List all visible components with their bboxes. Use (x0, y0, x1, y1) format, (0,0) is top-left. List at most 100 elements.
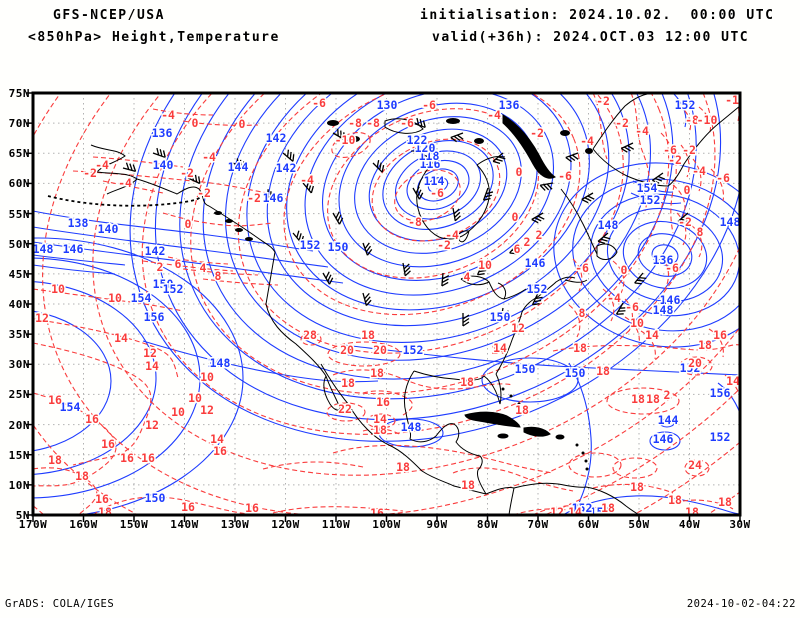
lat-tick-label: 35N (8, 328, 30, 342)
temperature-contour-label: -8 (366, 116, 380, 130)
temperature-contour-label: 18 (668, 493, 682, 507)
temperature-contour-label: 0 (516, 165, 523, 179)
temperature-contour-label: -4 (692, 164, 706, 178)
temperature-contour-label: 0 (192, 116, 199, 130)
height-contour-label: 152 (640, 193, 661, 207)
temperature-contour-label: -8 (408, 215, 422, 229)
height-contour-label: 148 (598, 218, 619, 232)
lon-tick-label: 80W (476, 518, 499, 531)
lon-tick-label: 60W (577, 518, 600, 531)
wind-barb (292, 230, 305, 244)
wind-barb (620, 142, 635, 153)
wind-barb (441, 272, 450, 287)
hudson-bay (410, 150, 506, 243)
height-contour-label: 148 (720, 215, 741, 229)
lon-tick-label: 130W (220, 518, 250, 531)
temperature-contour-label: 10 (200, 370, 214, 384)
temperature-contour-label: -4 (300, 173, 314, 187)
temperature-contour-label: 18 (601, 501, 615, 515)
temperature-contour-label: 16 (181, 500, 195, 514)
temperature-contour-label: -6 (663, 143, 677, 157)
height-contour-label: 140 (98, 222, 119, 236)
wind-barb (565, 152, 579, 163)
height-contour-label: 142 (145, 244, 166, 258)
wind-barb (651, 172, 666, 184)
height-contour-label: 142 (266, 131, 287, 145)
wind-barb (597, 232, 611, 245)
height-contour-label: 136 (499, 98, 520, 112)
height-contour-label: 154 (637, 181, 658, 195)
wind-barbs (122, 117, 691, 327)
temperature-contour-label: 10 (478, 258, 492, 272)
temperature-contour-label: -4 (580, 134, 594, 148)
temperature-contour-label: -2 (197, 186, 211, 200)
florida (413, 370, 502, 405)
wind-barb (332, 128, 345, 141)
temperature-contour-label: 18 (461, 478, 475, 492)
labrador-newfoundland (560, 188, 618, 260)
lat-tick-label: 25N (8, 388, 30, 402)
height-contour-label: 150 (153, 277, 174, 291)
temperature-contour-label: 22 (338, 402, 352, 416)
map-frame (31, 91, 742, 517)
wind-barb (539, 182, 554, 191)
coastlines (47, 93, 740, 515)
temperature-contour-label: 28 (303, 328, 317, 342)
lon-tick-label: 100W (372, 518, 401, 531)
height-contour-label: 116 (420, 157, 441, 171)
lon-tick-label: 170W (18, 518, 48, 531)
height-contour-label: 156 (710, 386, 731, 400)
temperature-contour-label: 8 (215, 269, 222, 283)
temperature-contour-label: 18 (98, 505, 112, 519)
wind-barb (262, 189, 275, 201)
temperature-contour-label: 18 (685, 505, 699, 519)
lat-tick-label: 75N (8, 87, 30, 100)
temperature-contour-label: 0 (185, 217, 192, 231)
bahamas-antilles (501, 387, 589, 471)
lon-tick-label: 30W (729, 518, 751, 531)
height-contour-label: 154 (131, 291, 152, 305)
us-east-coast (495, 276, 588, 375)
temperature-contour-label: 12 (200, 403, 214, 417)
coastal-islands (214, 118, 593, 241)
model-title: GFS-NCEP/USA (53, 8, 165, 23)
cuba (464, 411, 521, 428)
temperature-contour-label: 14 (210, 432, 224, 446)
temperature-contour-label: 10 (630, 316, 644, 330)
height-contour-label: 156 (144, 310, 165, 324)
wind-barb (412, 117, 426, 129)
wind-barb (362, 292, 372, 306)
temperature-contour-label: 16 (48, 393, 62, 407)
lat-tick-label: 15N (8, 448, 30, 462)
temperature-contour-label: 10 (108, 291, 122, 305)
temperature-contour-label: 0 (239, 117, 246, 131)
height-contour-label: 150 (565, 366, 586, 380)
height-contour-label: 146 (525, 256, 546, 270)
temperature-contour-label: 18 (460, 375, 474, 389)
wind-barb (232, 158, 246, 170)
wind-barb (322, 271, 334, 285)
temperature-contour-label: -2 (437, 238, 451, 252)
wind-barb (531, 292, 543, 306)
temperature-contour-label: 0 (684, 183, 691, 197)
height-contour-label: 152 (572, 501, 593, 515)
height-contour-label: 114 (424, 174, 445, 188)
temperature-contour-label: -2 (615, 116, 629, 130)
temperature-contour-label: -2 (247, 191, 261, 205)
temperature-contour-label: 14 (493, 341, 507, 355)
temperature-contour-label: 4 (200, 261, 207, 275)
temperature-contour-label: 16 (101, 437, 115, 451)
temperature-contour-label: -4 (607, 291, 621, 305)
height-contour-label: 136 (152, 126, 173, 140)
temperature-contour-label: -2 (83, 166, 97, 180)
temperature-contour-label: 2 (157, 260, 164, 274)
wind-barb (462, 313, 470, 327)
wind-barb (152, 147, 166, 159)
height-contour-label: 130 (377, 98, 398, 112)
baffin-island (502, 114, 556, 179)
height-contour-label: 152 (590, 505, 611, 519)
height-contour-label: 118 (419, 149, 440, 163)
wind-barb (615, 302, 628, 315)
height-contour-label: 152 (300, 238, 321, 252)
height-contour-label: 146 (660, 293, 681, 307)
